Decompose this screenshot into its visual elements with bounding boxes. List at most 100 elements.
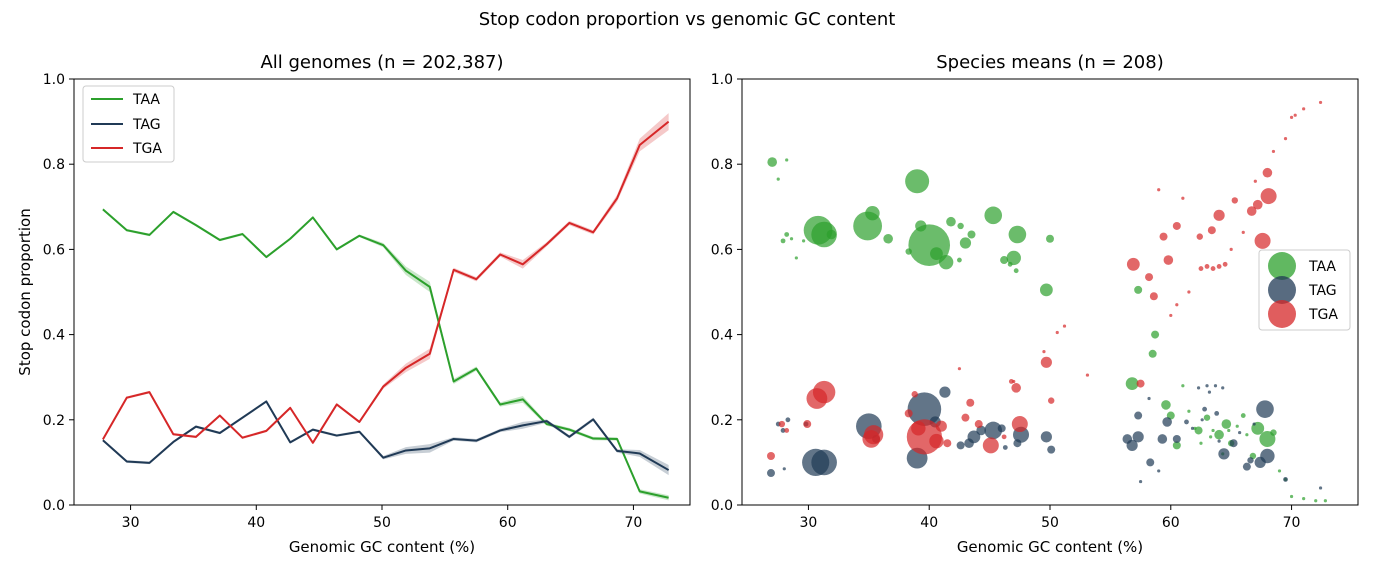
point-tga — [1008, 379, 1014, 384]
point-tga — [1318, 100, 1323, 105]
point-tag — [964, 438, 974, 449]
point-tga — [806, 388, 828, 409]
point-tag — [1132, 431, 1144, 443]
point-taa — [1161, 400, 1171, 410]
point-tag — [1002, 445, 1008, 450]
right-legend: TAA TAG TGA — [1258, 249, 1351, 331]
y-tick-label: 0.4 — [43, 328, 65, 344]
point-taa — [1227, 428, 1231, 433]
point-taa — [957, 257, 962, 263]
point-tga — [1175, 303, 1179, 307]
point-tga — [1172, 221, 1181, 230]
point-taa — [1235, 424, 1239, 428]
x-tick-label: 60 — [1162, 515, 1180, 531]
point-tag — [1122, 434, 1133, 444]
band-tga — [102, 113, 669, 445]
point-taa — [984, 206, 1003, 225]
point-tag — [1157, 469, 1161, 473]
point-tag — [785, 417, 791, 423]
point-taa — [789, 237, 794, 241]
x-tick-label: 30 — [800, 515, 818, 531]
band-tag — [102, 400, 669, 476]
point-tag — [1047, 445, 1056, 454]
right-plot-area — [766, 100, 1327, 503]
point-taa — [1314, 499, 1318, 503]
point-taa — [1289, 494, 1294, 499]
point-tga — [1187, 290, 1191, 294]
legend-marker-taa — [1268, 252, 1296, 280]
point-taa — [1240, 413, 1246, 418]
point-tag — [1238, 430, 1242, 435]
point-tga — [1252, 199, 1263, 210]
point-tga — [1229, 247, 1233, 251]
point-tag — [1242, 462, 1251, 471]
point-tga — [982, 437, 999, 454]
point-tga — [1302, 107, 1306, 111]
y-tick-label: 0.4 — [711, 328, 733, 344]
point-tag — [1190, 426, 1195, 430]
point-tga — [1246, 206, 1257, 216]
point-tga — [1040, 356, 1052, 368]
point-taa — [1151, 330, 1160, 339]
point-taa — [1006, 250, 1021, 266]
y-tick-label: 0.8 — [43, 157, 65, 173]
left-legend: TAA TAG TGA — [82, 85, 175, 163]
left-title: All genomes (n = 202,387) — [260, 52, 503, 73]
point-tga — [778, 420, 786, 428]
point-tga — [1222, 261, 1228, 267]
point-tag — [1218, 448, 1230, 460]
left-x-ticks: 30 40 50 60 70 — [122, 505, 642, 531]
point-tga — [1253, 179, 1257, 183]
legend-marker-tag — [1268, 276, 1296, 304]
point-taa — [767, 157, 777, 167]
point-taa — [1209, 435, 1213, 439]
point-tag — [1217, 439, 1221, 443]
point-tag — [1172, 434, 1181, 443]
point-tga — [1254, 232, 1271, 249]
point-taa — [1245, 433, 1249, 437]
point-tga — [1169, 313, 1173, 318]
point-tga — [1001, 434, 1007, 440]
point-taa — [1134, 285, 1143, 294]
point-taa — [865, 205, 880, 221]
x-tick-label: 40 — [247, 515, 265, 531]
x-tick-label: 50 — [373, 515, 391, 531]
point-tag — [782, 467, 786, 471]
point-tga — [943, 439, 952, 448]
point-tga — [766, 452, 775, 461]
right-title: Species means (n = 208) — [936, 52, 1163, 73]
point-tag — [1214, 411, 1220, 416]
point-tga — [784, 428, 790, 433]
point-taa — [802, 239, 806, 243]
right-y-ticks: 0.0 0.2 0.4 0.6 0.8 1.0 — [711, 72, 742, 514]
point-tga — [1149, 292, 1158, 301]
point-tag — [1196, 386, 1201, 390]
legend-label-taa: TAA — [1308, 259, 1336, 275]
point-tga — [1136, 379, 1145, 388]
point-tga — [1293, 113, 1297, 117]
point-taa — [1046, 234, 1054, 243]
y-tick-label: 0.0 — [43, 498, 65, 514]
point-tga — [1196, 233, 1203, 240]
point-tag — [1147, 396, 1151, 401]
point-taa — [780, 238, 786, 244]
point-tga — [1289, 115, 1294, 119]
y-tick-label: 0.6 — [43, 242, 65, 258]
point-tag — [1202, 406, 1208, 412]
legend-marker-tga — [1268, 300, 1296, 328]
point-tga — [1159, 232, 1168, 241]
y-tick-label: 0.2 — [711, 413, 733, 429]
point-taa — [1277, 469, 1282, 473]
point-taa — [1187, 409, 1191, 413]
point-taa — [811, 221, 837, 248]
point-tag — [1318, 486, 1323, 490]
point-tag — [984, 421, 1003, 440]
point-tag — [939, 386, 951, 398]
point-taa — [883, 233, 893, 244]
point-tga — [1231, 197, 1239, 204]
point-taa — [1013, 268, 1019, 274]
point-tga — [1055, 330, 1059, 335]
point-tga — [1062, 324, 1067, 328]
point-taa — [959, 237, 972, 249]
